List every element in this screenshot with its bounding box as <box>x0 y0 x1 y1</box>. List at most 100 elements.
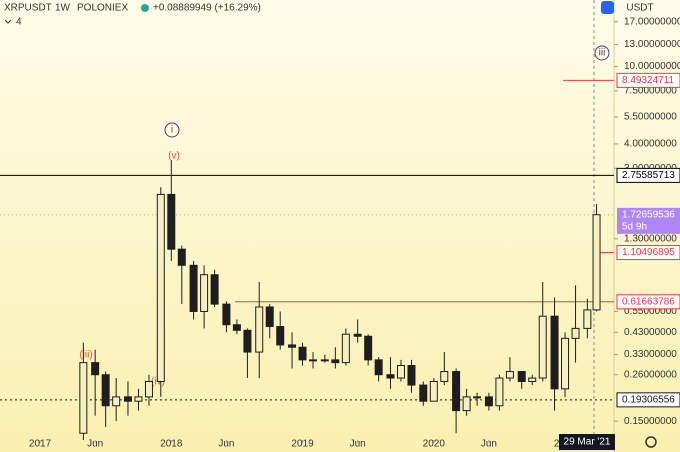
price-label: 8.49324711 <box>622 75 675 86</box>
candle-body <box>177 248 186 266</box>
candle-body <box>243 329 252 353</box>
status-dot <box>141 4 149 12</box>
price-label: 1.10496895 <box>622 247 675 258</box>
wave-labels: i (v) (iii) (iv) iii <box>79 45 610 388</box>
candle-body <box>167 193 176 250</box>
candle-body <box>189 264 198 312</box>
toolbar-icon[interactable] <box>601 1 614 14</box>
candle-body <box>144 380 153 398</box>
price-label-box <box>616 294 680 310</box>
wave-label: iii <box>599 48 606 59</box>
candle-body <box>517 371 526 382</box>
candle-body <box>374 359 383 376</box>
candle-body <box>200 274 209 312</box>
price-label: 0.19306556 <box>622 394 675 405</box>
x-tick-label: 2017 <box>29 439 52 450</box>
y-tick-label: 7.50000000 <box>624 86 677 97</box>
wave-label: (iv) <box>151 377 165 388</box>
price-label-box <box>616 72 680 88</box>
candle-body <box>505 371 514 379</box>
candle-body <box>79 362 88 434</box>
candle-body <box>452 371 461 412</box>
candle-body <box>462 396 471 412</box>
x-tick-label: 2019 <box>291 439 314 450</box>
candle-body <box>112 396 121 407</box>
y-tick-label: 5.50000000 <box>624 112 677 123</box>
candle-body <box>353 333 362 337</box>
y-tick-label: 0.26000000 <box>624 369 677 380</box>
x-tick-label: Jun <box>350 439 366 450</box>
candle-body <box>309 359 318 362</box>
y-tick-label: 10.00000000 <box>624 61 680 72</box>
price-label-box <box>616 167 680 183</box>
candle-body <box>134 396 143 402</box>
candle-body <box>571 327 580 339</box>
candle-body <box>550 315 559 390</box>
candle-body <box>364 335 373 361</box>
candle-body <box>320 359 329 362</box>
candle-body <box>484 396 493 407</box>
x-tick-label: 2018 <box>160 439 183 450</box>
change: +0.08889949 (+16.29%) <box>153 3 261 14</box>
y-tick-label: 4.00000000 <box>624 139 677 150</box>
candle-body <box>538 315 547 379</box>
candle-body <box>298 346 307 361</box>
wave-label: i <box>171 125 173 136</box>
settings-icon[interactable] <box>645 436 657 448</box>
candle-body <box>91 362 100 376</box>
crosshair-date: 29 Mar '21 <box>564 437 611 448</box>
candle-body <box>495 377 504 407</box>
candle-body <box>331 359 340 364</box>
candle-body <box>528 377 537 382</box>
y-tick-label: 17.00000000 <box>624 16 680 27</box>
candle-body <box>396 364 405 379</box>
candle-body <box>407 364 416 386</box>
candle-body <box>123 396 132 402</box>
candle-body <box>222 303 231 326</box>
price-label: 0.61663786 <box>622 296 675 307</box>
y-tick-label: 1.30000000 <box>624 233 677 244</box>
y-tick-label: 0.55000000 <box>624 306 677 317</box>
crosshair-date-box <box>559 434 615 450</box>
candle-body <box>288 344 297 348</box>
candle-body <box>429 380 438 402</box>
indicator-count[interactable]: 4 <box>16 17 22 28</box>
wave-label: (v) <box>168 151 180 162</box>
candle-body <box>265 306 274 328</box>
candle-body <box>210 274 219 305</box>
x-tick-label: Jun <box>87 439 103 450</box>
header: XRPUSDT 1W POLONIEX +0.08889949 (+16.29%… <box>4 3 261 28</box>
candle-body <box>101 374 110 407</box>
candle-body <box>583 309 592 329</box>
candle-body <box>276 326 285 346</box>
candle-body <box>255 306 264 353</box>
candle-body <box>341 333 350 364</box>
countdown: 5d 9h <box>622 222 647 233</box>
wave-circle <box>164 122 180 138</box>
candle-body <box>473 396 482 399</box>
x-tick-label: 2020 <box>423 439 446 450</box>
y-tick-label: 0.15000000 <box>624 416 677 427</box>
candle-body <box>232 324 241 331</box>
candle-body <box>440 371 449 382</box>
last-price: 1.72659536 <box>622 210 675 221</box>
candle-body <box>592 214 601 311</box>
symbol: XRPUSDT <box>4 3 52 14</box>
price-label-box <box>616 245 680 261</box>
y-tick-label: 13.00000000 <box>624 39 680 50</box>
price-label: 2.75585713 <box>622 170 675 181</box>
currency: USDT <box>626 3 653 14</box>
x-tick-label: Jun <box>481 439 497 450</box>
candle-body <box>386 374 395 379</box>
wave-circle <box>594 45 610 61</box>
exchange: POLONIEX <box>77 3 128 14</box>
price-label-box <box>616 392 680 408</box>
y-tick-label: 0.43000000 <box>624 327 677 338</box>
candle-body <box>156 193 165 382</box>
chevron[interactable] <box>4 19 12 24</box>
wave-label: (iii) <box>79 350 92 361</box>
y-tick-label: 0.33000000 <box>624 349 677 360</box>
candle-body <box>419 384 428 402</box>
x-tick-label: Jun <box>218 439 234 450</box>
interval: 1W <box>55 3 71 14</box>
